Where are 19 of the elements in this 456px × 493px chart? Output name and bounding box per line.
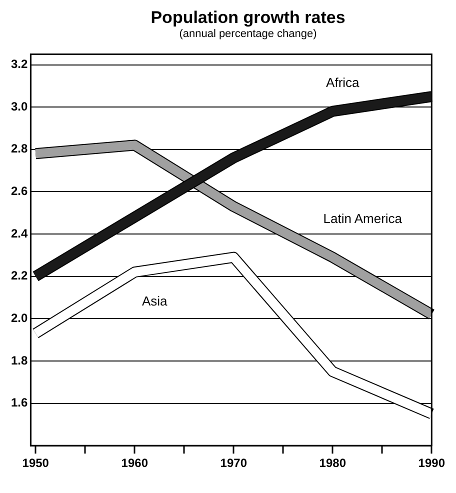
series-label: Latin America bbox=[323, 210, 403, 226]
x-tick-label: 1990 bbox=[418, 456, 446, 470]
y-tick-label: 2.0 bbox=[10, 310, 28, 325]
y-tick-label: 2.2 bbox=[10, 268, 28, 283]
y-tick-label: 1.8 bbox=[10, 353, 28, 368]
x-tick-label: 1950 bbox=[22, 456, 50, 470]
series-label: Asia bbox=[142, 294, 168, 309]
chart-subtitle: (annual percentage change) bbox=[178, 28, 318, 40]
chart-title: Population growth rates bbox=[150, 8, 346, 28]
x-tick-label: 1970 bbox=[220, 456, 248, 470]
y-tick-label: 3.0 bbox=[10, 99, 28, 114]
series-label: Africa bbox=[326, 74, 360, 90]
y-tick-label: 2.4 bbox=[10, 226, 28, 240]
x-tick-label: 1980 bbox=[319, 456, 346, 470]
y-tick-label: 1.6 bbox=[10, 396, 28, 410]
y-tick-label: 2.8 bbox=[10, 142, 28, 156]
x-tick-label: 1960 bbox=[121, 456, 148, 470]
y-tick-label: 2.6 bbox=[10, 184, 28, 198]
y-tick-label: 3.2 bbox=[10, 57, 28, 72]
